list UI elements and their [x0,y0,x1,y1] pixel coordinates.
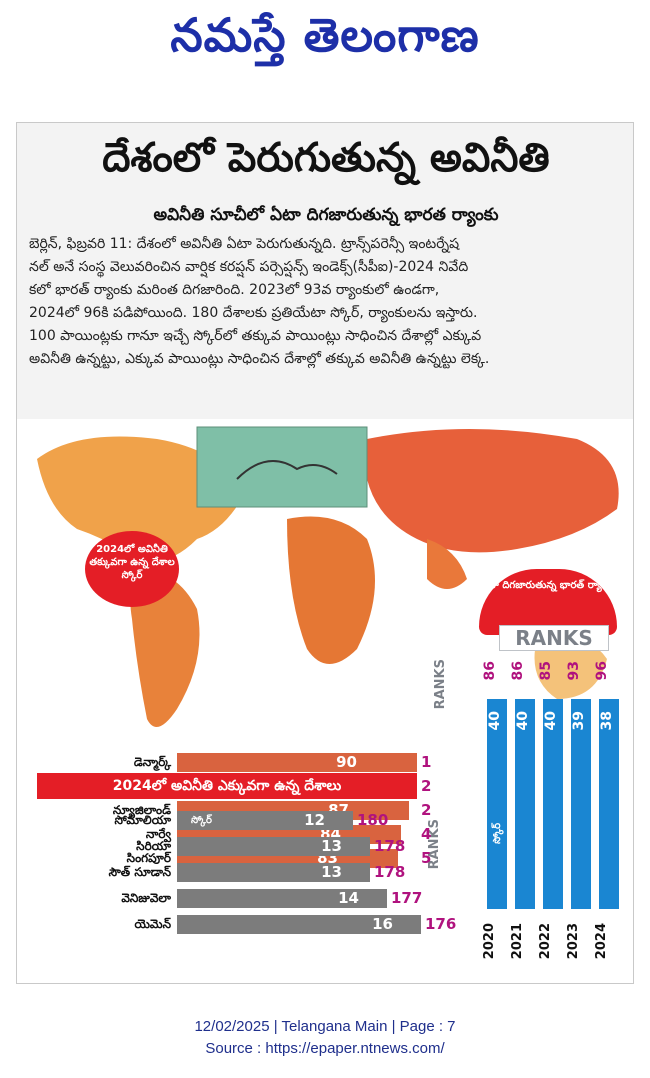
india-score-bar [543,699,563,909]
score-value: 13 [321,863,342,881]
score-bar: 14 [177,889,387,908]
india-score-bar [487,699,507,909]
india-score-bar [599,699,619,909]
india-score-value: 38 [599,711,615,731]
year-label: 2024 [594,923,609,960]
india-rank-bubble: ఏటా దిగజారుతున్న భారత్ ర్యాంకు [479,569,617,635]
low-corruption-row: డెన్మార్క్ 90 1 [17,753,447,772]
score-bar: 90 [177,753,417,772]
score-word: స్కోర్ [492,823,503,844]
body-line: బెర్లిన్, ఫిబ్రవరి 11: దేశంలో అవినీతి ఏట… [29,236,460,252]
high-corruption-row: సోమాలియా స్కోర్ 12 180 [17,811,447,830]
india-score-bar [571,699,591,909]
country-label: వెనిజువెలా [121,891,171,905]
body-line: అవినీతి ఉన్నట్టు, ఎక్కువ పాయింట్లు సాధిం… [29,351,490,367]
body-line: 2024లో 96కి పడిపోయింది. 180 దేశాలకు ప్రత… [29,305,478,321]
country-label: యెమెన్ [134,917,171,931]
score-value: 12 [304,811,325,829]
rank-value: 180 [357,811,389,829]
rank-value: 1 [421,753,432,771]
low-corruption-bubble: 2024లో అవినీతి తక్కువగా ఉన్న దేశాల స్కోర… [85,531,179,607]
india-rank-chart: 86 40 2020 86 40 2021 85 40 2022 93 39 2023 96 38 2024… [473,655,623,983]
high-corruption-row: సిరియా 13 178 [17,837,447,856]
news-clipping: దేశంలో పెరుగుతున్న అవినీతి అవినీతి సూచీల… [16,122,634,984]
article-subhead: అవినీతి సూచీలో ఏటా దిగజారుతున్న భారత ర్య… [153,205,499,225]
ranks-label: RANKS [499,625,609,651]
india-score-value: 40 [487,711,503,731]
year-label: 2021 [510,923,525,960]
body-line: నల్ అనే సంస్థ వెలువరించిన వార్షిక కరప్షన… [29,259,469,275]
score-value: 90 [336,753,357,771]
india-rank-value: 86 [510,661,526,681]
footer: 12/02/2025 | Telangana Main | Page : 7 S… [0,1016,650,1060]
india-rank-value: 93 [566,661,582,681]
rank-value: 2 [421,777,432,795]
infographic: 2024లో అవినీతి తక్కువగా ఉన్న దేశాల స్కోర… [17,419,633,983]
footer-source: Source : https://epaper.ntnews.com/ [205,1040,445,1057]
score-value: 13 [321,837,342,855]
india-rank-value: 86 [482,661,498,681]
country-label: డెన్మార్క్ [133,755,171,769]
score-bar: 16 [177,915,421,934]
year-label: 2023 [566,923,581,960]
rank-value: 176 [425,915,457,933]
score-value: 14 [338,889,359,907]
rank-value: 4 [421,825,432,843]
rank-value: 178 [374,837,406,855]
article-body: బెర్లిన్, ఫిబ్రవరి 11: దేశంలో అవినీతి ఏట… [29,233,625,371]
body-line: కలో భారత్ ర్యాంకు మరింత దిగజారింది. 2023… [29,282,440,298]
india-score-value: 39 [571,711,587,731]
country-label: నార్వే [145,827,171,841]
footer-date: 12/02/2025 | Telangana Main | Page : 7 [194,1018,456,1035]
rank-value: 177 [391,889,423,907]
country-label: సిరియా [136,839,171,853]
india-score-value: 40 [515,711,531,731]
year-label: 2020 [482,923,497,960]
country-label: సింగపూర్ [126,851,171,865]
score-word: స్కోర్ [191,815,212,826]
year-label: 2022 [538,923,553,960]
high-corruption-row: సౌత్ సూడాన్ 13 178 [17,863,447,882]
rank-value: 5 [421,849,432,867]
country-label: సోమాలియా [114,813,171,827]
masthead-logo: నమస్తే తెలంగాణ [170,8,480,62]
india-score-value: 40 [543,711,559,731]
india-rank-value: 85 [538,661,554,681]
score-bar: 13 [177,863,370,882]
article-headline: దేశంలో పెరుగుతున్న అవినీతి [102,135,550,181]
rank-value: 178 [374,863,406,881]
country-label: న్యూజిలాండ్ [112,803,171,817]
score-bar: స్కోర్ 12 [177,811,353,830]
high-corruption-row: యెమెన్ 16 176 [17,915,456,934]
india-rank-value: 96 [594,661,610,681]
ranks-label-low: RANKS [433,659,448,710]
country-label: సౌత్ సూడాన్ [108,865,171,879]
score-value: 16 [372,915,393,933]
body-line: 100 పాయింట్లకు గానూ ఇచ్చే స్కోర్‌లో తక్క… [29,328,482,344]
high-corruption-title: 2024లో అవినీతి ఎక్కువగా ఉన్న దేశాలు [37,773,417,799]
score-bar: 13 [177,837,370,856]
rank-value: 2 [421,801,432,819]
high-corruption-row: వెనిజువెలా 14 177 [17,889,447,908]
india-score-bar [515,699,535,909]
